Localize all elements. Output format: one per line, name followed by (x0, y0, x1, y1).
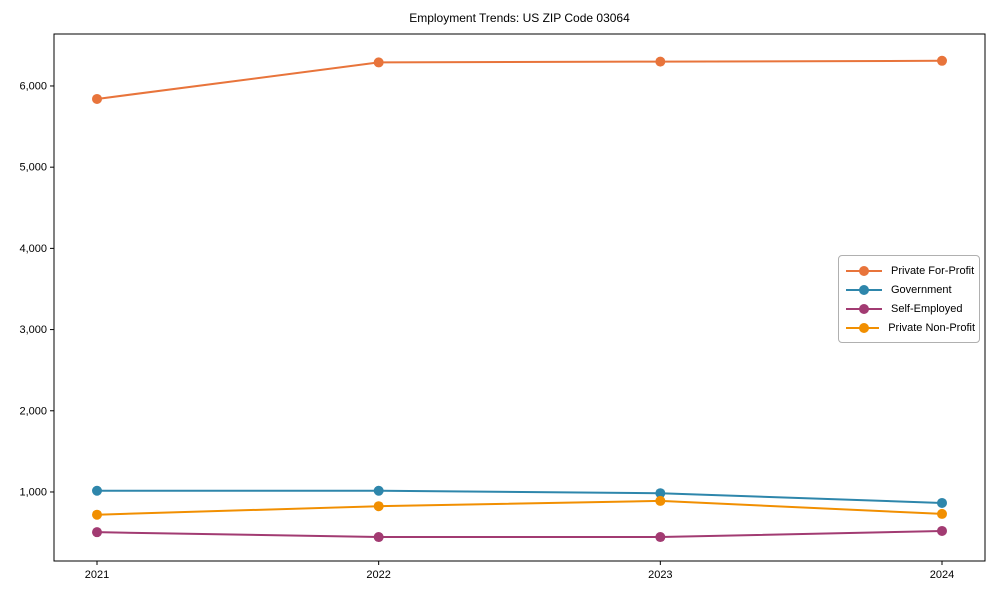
x-tick-label: 2021 (85, 569, 109, 581)
legend-label: Self-Employed (891, 302, 963, 315)
x-tick-label: 2023 (648, 569, 672, 581)
y-tick-label: 6,000 (19, 80, 47, 92)
data-point-private-non-profit-2023 (655, 495, 666, 506)
data-point-self-employed-2023 (655, 532, 666, 543)
legend-item-private-non-profit: Private Non-Profit (846, 318, 975, 337)
data-point-private-non-profit-2021 (92, 509, 102, 520)
data-point-self-employed-2021 (92, 527, 102, 538)
legend-item-government: Government (846, 280, 975, 299)
data-point-government-2024 (937, 497, 947, 508)
y-tick-label: 4,000 (19, 243, 47, 255)
data-point-private-for-profit-2021 (92, 93, 102, 104)
data-point-private-non-profit-2024 (937, 508, 947, 519)
series-line-private-for-profit (96, 59, 943, 100)
data-point-self-employed-2022 (373, 532, 384, 543)
data-point-self-employed-2024 (937, 525, 947, 536)
y-tick-label: 2,000 (19, 405, 47, 417)
chart-title: Employment Trends: US ZIP Code 03064 (409, 11, 630, 25)
legend-line-marker-icon (846, 322, 880, 333)
legend-label: Private For-Profit (891, 264, 975, 277)
data-point-private-for-profit-2023 (655, 56, 666, 67)
data-point-private-for-profit-2024 (937, 55, 947, 66)
data-point-government-2023 (655, 488, 666, 499)
legend-label: Government (891, 283, 952, 296)
legend-label: Private Non-Profit (888, 321, 975, 334)
legend-line-marker-icon (846, 265, 882, 276)
x-tick-label: 2024 (930, 569, 954, 581)
series-line-private-non-profit (96, 499, 943, 516)
legend-item-self-employed: Self-Employed (846, 299, 975, 318)
data-point-government-2022 (373, 485, 384, 496)
series-line-government (97, 489, 943, 504)
plot-border (53, 33, 986, 562)
legend-line-marker-icon (846, 284, 882, 295)
legend-item-private-for-profit: Private For-Profit (846, 261, 975, 280)
y-tick-label: 5,000 (19, 162, 47, 174)
legend: Private For-Profit Government Self-Employe… (838, 255, 980, 343)
data-point-private-for-profit-2022 (373, 57, 384, 68)
data-point-government-2021 (92, 485, 102, 496)
series-line-self-employed (96, 529, 943, 539)
data-point-private-non-profit-2022 (373, 501, 384, 512)
y-tick-label: 3,000 (19, 324, 47, 336)
legend-line-marker-icon (846, 303, 882, 314)
y-tick-label: 1,000 (19, 486, 47, 498)
x-tick-label: 2022 (366, 569, 390, 581)
